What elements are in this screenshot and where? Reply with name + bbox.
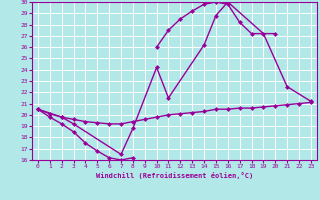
X-axis label: Windchill (Refroidissement éolien,°C): Windchill (Refroidissement éolien,°C) xyxy=(96,172,253,179)
